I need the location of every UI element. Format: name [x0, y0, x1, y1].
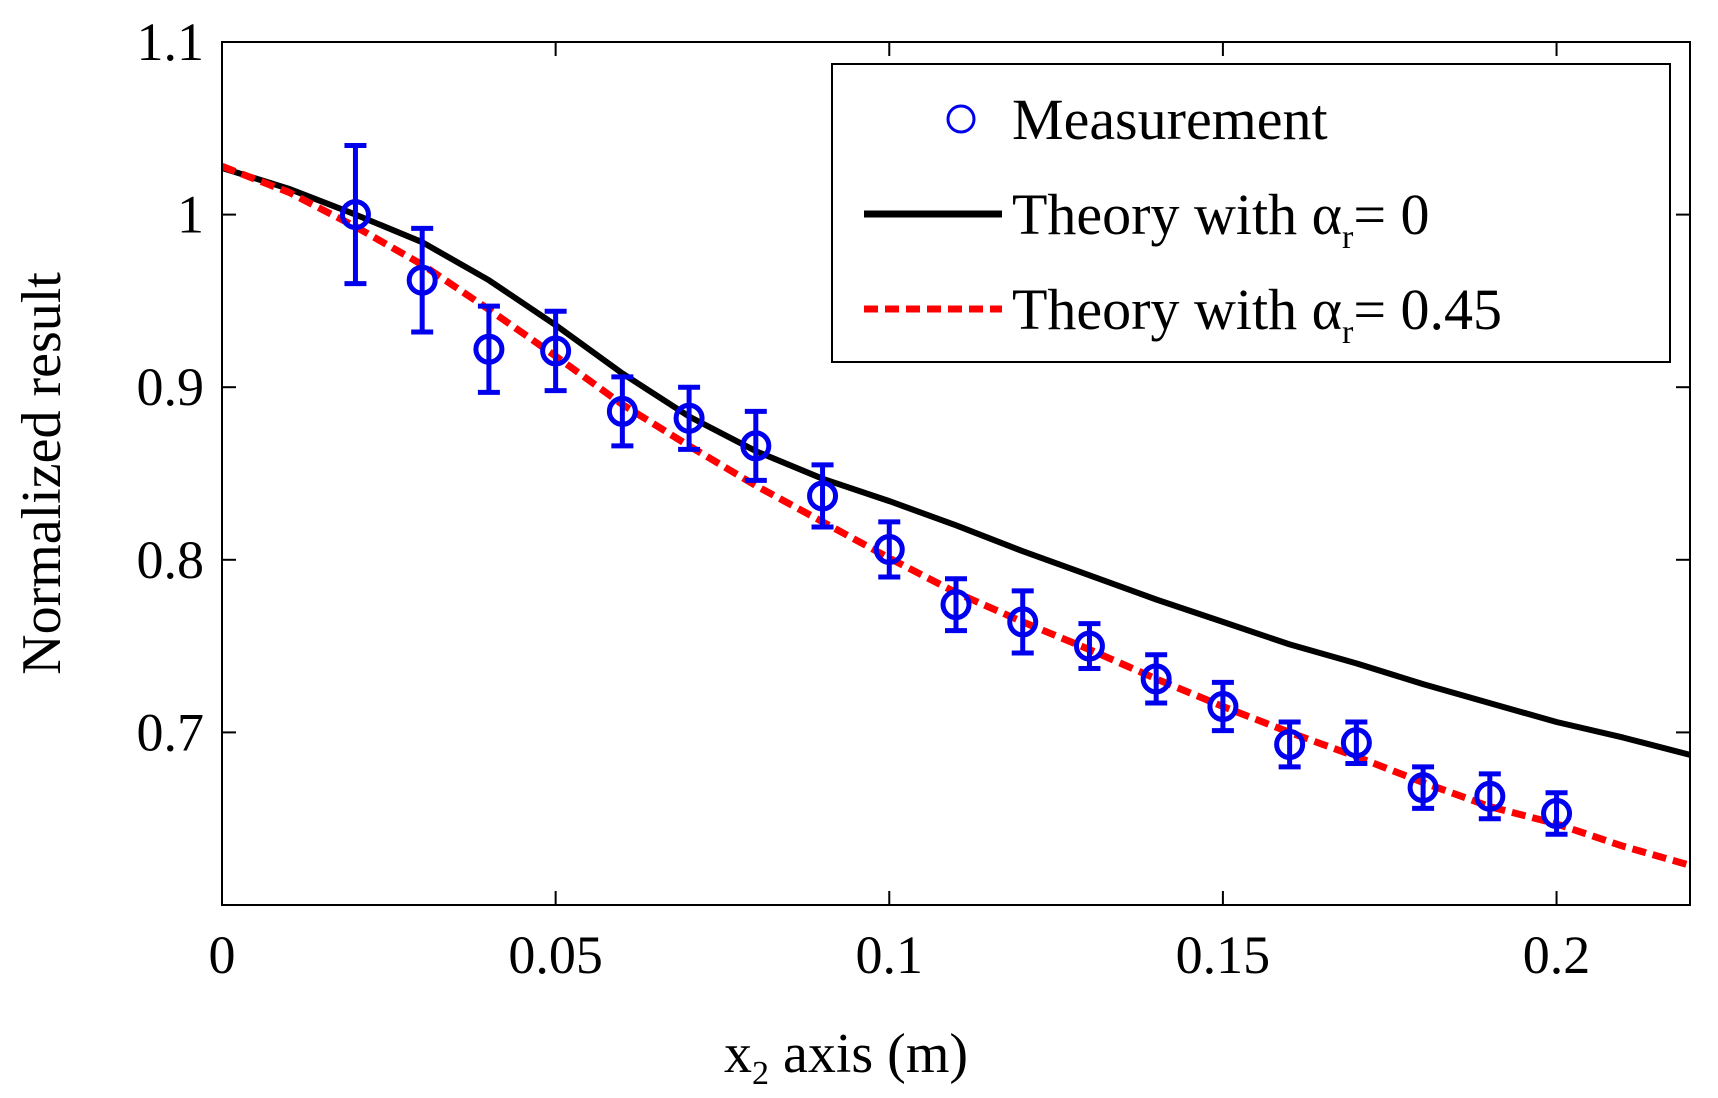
y-tick-label-3: 1	[177, 185, 204, 245]
legend-entry-theory0: Theory with αr= 0	[864, 182, 1430, 256]
legend-label-part-theory045-1: r	[1342, 314, 1354, 351]
y-tick-label-4: 1.1	[137, 12, 205, 72]
measurement-point-17	[1474, 771, 1506, 822]
x-tick-label-1: 0.05	[508, 925, 603, 985]
marker-circle-1	[406, 264, 438, 296]
marker-circle-18	[1541, 798, 1573, 830]
x-axis-title-main: x	[724, 1023, 752, 1085]
measurement-point-6	[740, 408, 772, 483]
x-tick-label-4: 0.2	[1523, 925, 1591, 985]
measurement-point-1	[406, 225, 438, 335]
measurement-point-2	[473, 303, 505, 395]
y-tick-label-2: 0.9	[137, 357, 205, 417]
marker-circle-5	[673, 402, 705, 434]
y-tick-label-1: 0.8	[137, 530, 205, 590]
x-tick-label-3: 0.15	[1176, 925, 1271, 985]
x-axis-title-rest: axis (m)	[769, 1023, 968, 1085]
legend-label-theory0: Theory with αr= 0	[1012, 182, 1430, 256]
axes-layer	[221, 41, 1691, 906]
legend-label-part-theory045-2: = 0.45	[1353, 277, 1502, 342]
measurement-point-11	[1073, 621, 1105, 672]
marker-circle-7	[807, 480, 839, 512]
legend-marker-measurement	[946, 104, 976, 134]
legend-label-part-theory045-0: Theory with α	[1012, 277, 1342, 342]
series-line-theory0	[222, 165, 1690, 758]
measurement-point-8	[873, 519, 905, 580]
marker-circle-9	[940, 589, 972, 621]
x-tick-label-2: 0.1	[856, 925, 924, 985]
measurement-point-5	[673, 384, 705, 452]
measurement-point-18	[1541, 790, 1573, 837]
legend-entry-measurement: Measurement	[946, 87, 1328, 152]
measurement-point-0	[339, 143, 371, 287]
measurement-point-10	[1007, 588, 1039, 656]
legend-label-part-measurement-0: Measurement	[1012, 87, 1328, 152]
measurement-point-4	[606, 374, 638, 449]
legend-entry-theory045: Theory with αr= 0.45	[864, 277, 1502, 351]
x-tick-label-0: 0	[209, 925, 236, 985]
legend-label-theory045: Theory with αr= 0.45	[1012, 277, 1502, 351]
measurement-point-9	[940, 576, 972, 634]
y-tick-label-0: 0.7	[137, 702, 205, 762]
labels-layer: 0 0.05 0.1 0.15 0.2 0.7 0.8 0.9 1 1.1 x2 axis (m) N…	[11, 12, 1590, 1092]
marker-circle-10	[1007, 606, 1039, 638]
marker-circle-12	[1140, 663, 1172, 695]
marker-circle-16	[1407, 772, 1439, 804]
marker-circle-15	[1340, 727, 1372, 759]
y-axis-title: Normalized result	[11, 272, 73, 675]
marker-circle-6	[740, 430, 772, 462]
measurement-point-12	[1140, 652, 1172, 706]
marker-circle-14	[1274, 728, 1306, 760]
marker-circle-3	[540, 335, 572, 367]
marker-circle-0	[339, 199, 371, 231]
marker-circle-8	[873, 533, 905, 565]
measurement-point-16	[1407, 764, 1439, 811]
plot-frame	[221, 41, 1691, 906]
marker-circle-17	[1474, 780, 1506, 812]
marker-circle-2	[473, 333, 505, 365]
legend-label-part-theory0-2: = 0	[1353, 182, 1429, 247]
measurement-point-15	[1340, 719, 1372, 766]
ticks-layer	[221, 41, 1690, 905]
legend-label-part-theory0-0: Theory with α	[1012, 182, 1342, 247]
marker-circle-13	[1207, 691, 1239, 723]
markers-layer	[339, 143, 1573, 837]
measurement-point-7	[807, 462, 839, 530]
marker-circle-4	[606, 395, 638, 427]
measurement-point-14	[1274, 719, 1306, 770]
legend-label-part-theory0-1: r	[1342, 219, 1354, 256]
legend-label-measurement: Measurement	[1012, 87, 1328, 152]
measurement-point-13	[1207, 679, 1239, 734]
marker-circle-11	[1073, 630, 1105, 662]
x-axis-title-subscript: 2	[752, 1055, 769, 1092]
x-axis-title: x2 axis (m)	[724, 1023, 968, 1092]
measurement-point-3	[540, 308, 572, 394]
